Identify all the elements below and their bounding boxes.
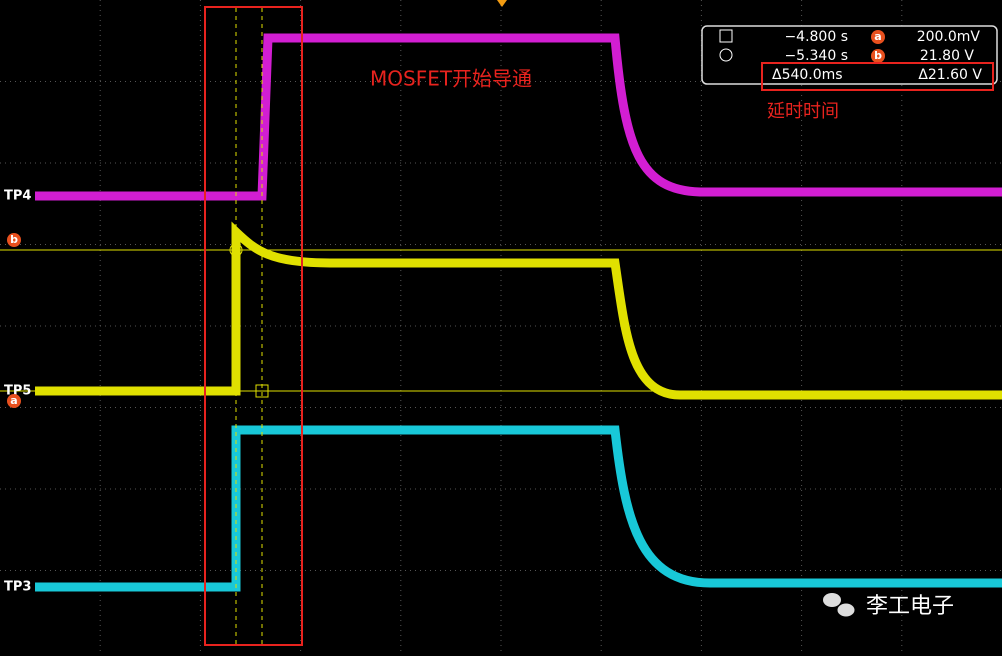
marker-badge xyxy=(7,394,21,408)
marker-letter: a xyxy=(874,30,881,43)
marker-letter: b xyxy=(874,49,882,62)
wechat-icon xyxy=(836,602,856,618)
trigger-marker xyxy=(497,0,507,7)
channel-label: TP3 xyxy=(4,580,31,595)
readout-delta-time: Δ540.0ms xyxy=(772,67,843,83)
readout-delta-value: Δ21.60 V xyxy=(918,67,982,83)
marker-letter: a xyxy=(10,394,17,407)
readout-time: −5.340 s xyxy=(784,48,848,64)
tp4-waveform xyxy=(35,33,1002,201)
marker-badge xyxy=(7,233,21,247)
cursor-square xyxy=(255,384,269,398)
wechat-icon xyxy=(823,593,841,607)
circle-icon xyxy=(719,48,733,62)
annotation: MOSFET开始导通 xyxy=(370,67,532,91)
readout-time: −4.800 s xyxy=(784,29,848,45)
marker-badge xyxy=(871,30,885,44)
tp5-waveform xyxy=(35,221,1002,400)
readout-value: 21.80 V xyxy=(920,48,975,64)
marker-letter: b xyxy=(10,233,18,246)
readout-box xyxy=(701,25,998,85)
tp3-waveform xyxy=(35,425,1002,592)
delta-highlight xyxy=(761,62,994,91)
watermark: 李工电子 xyxy=(866,594,954,619)
annotation: 延时时间 xyxy=(767,101,839,122)
cursor-circle xyxy=(229,243,243,257)
channel-label: TP4 xyxy=(4,189,31,204)
readout-value: 200.0mV xyxy=(917,29,981,45)
highlight-box xyxy=(204,6,303,646)
marker-badge xyxy=(871,49,885,63)
square-icon xyxy=(719,29,733,43)
